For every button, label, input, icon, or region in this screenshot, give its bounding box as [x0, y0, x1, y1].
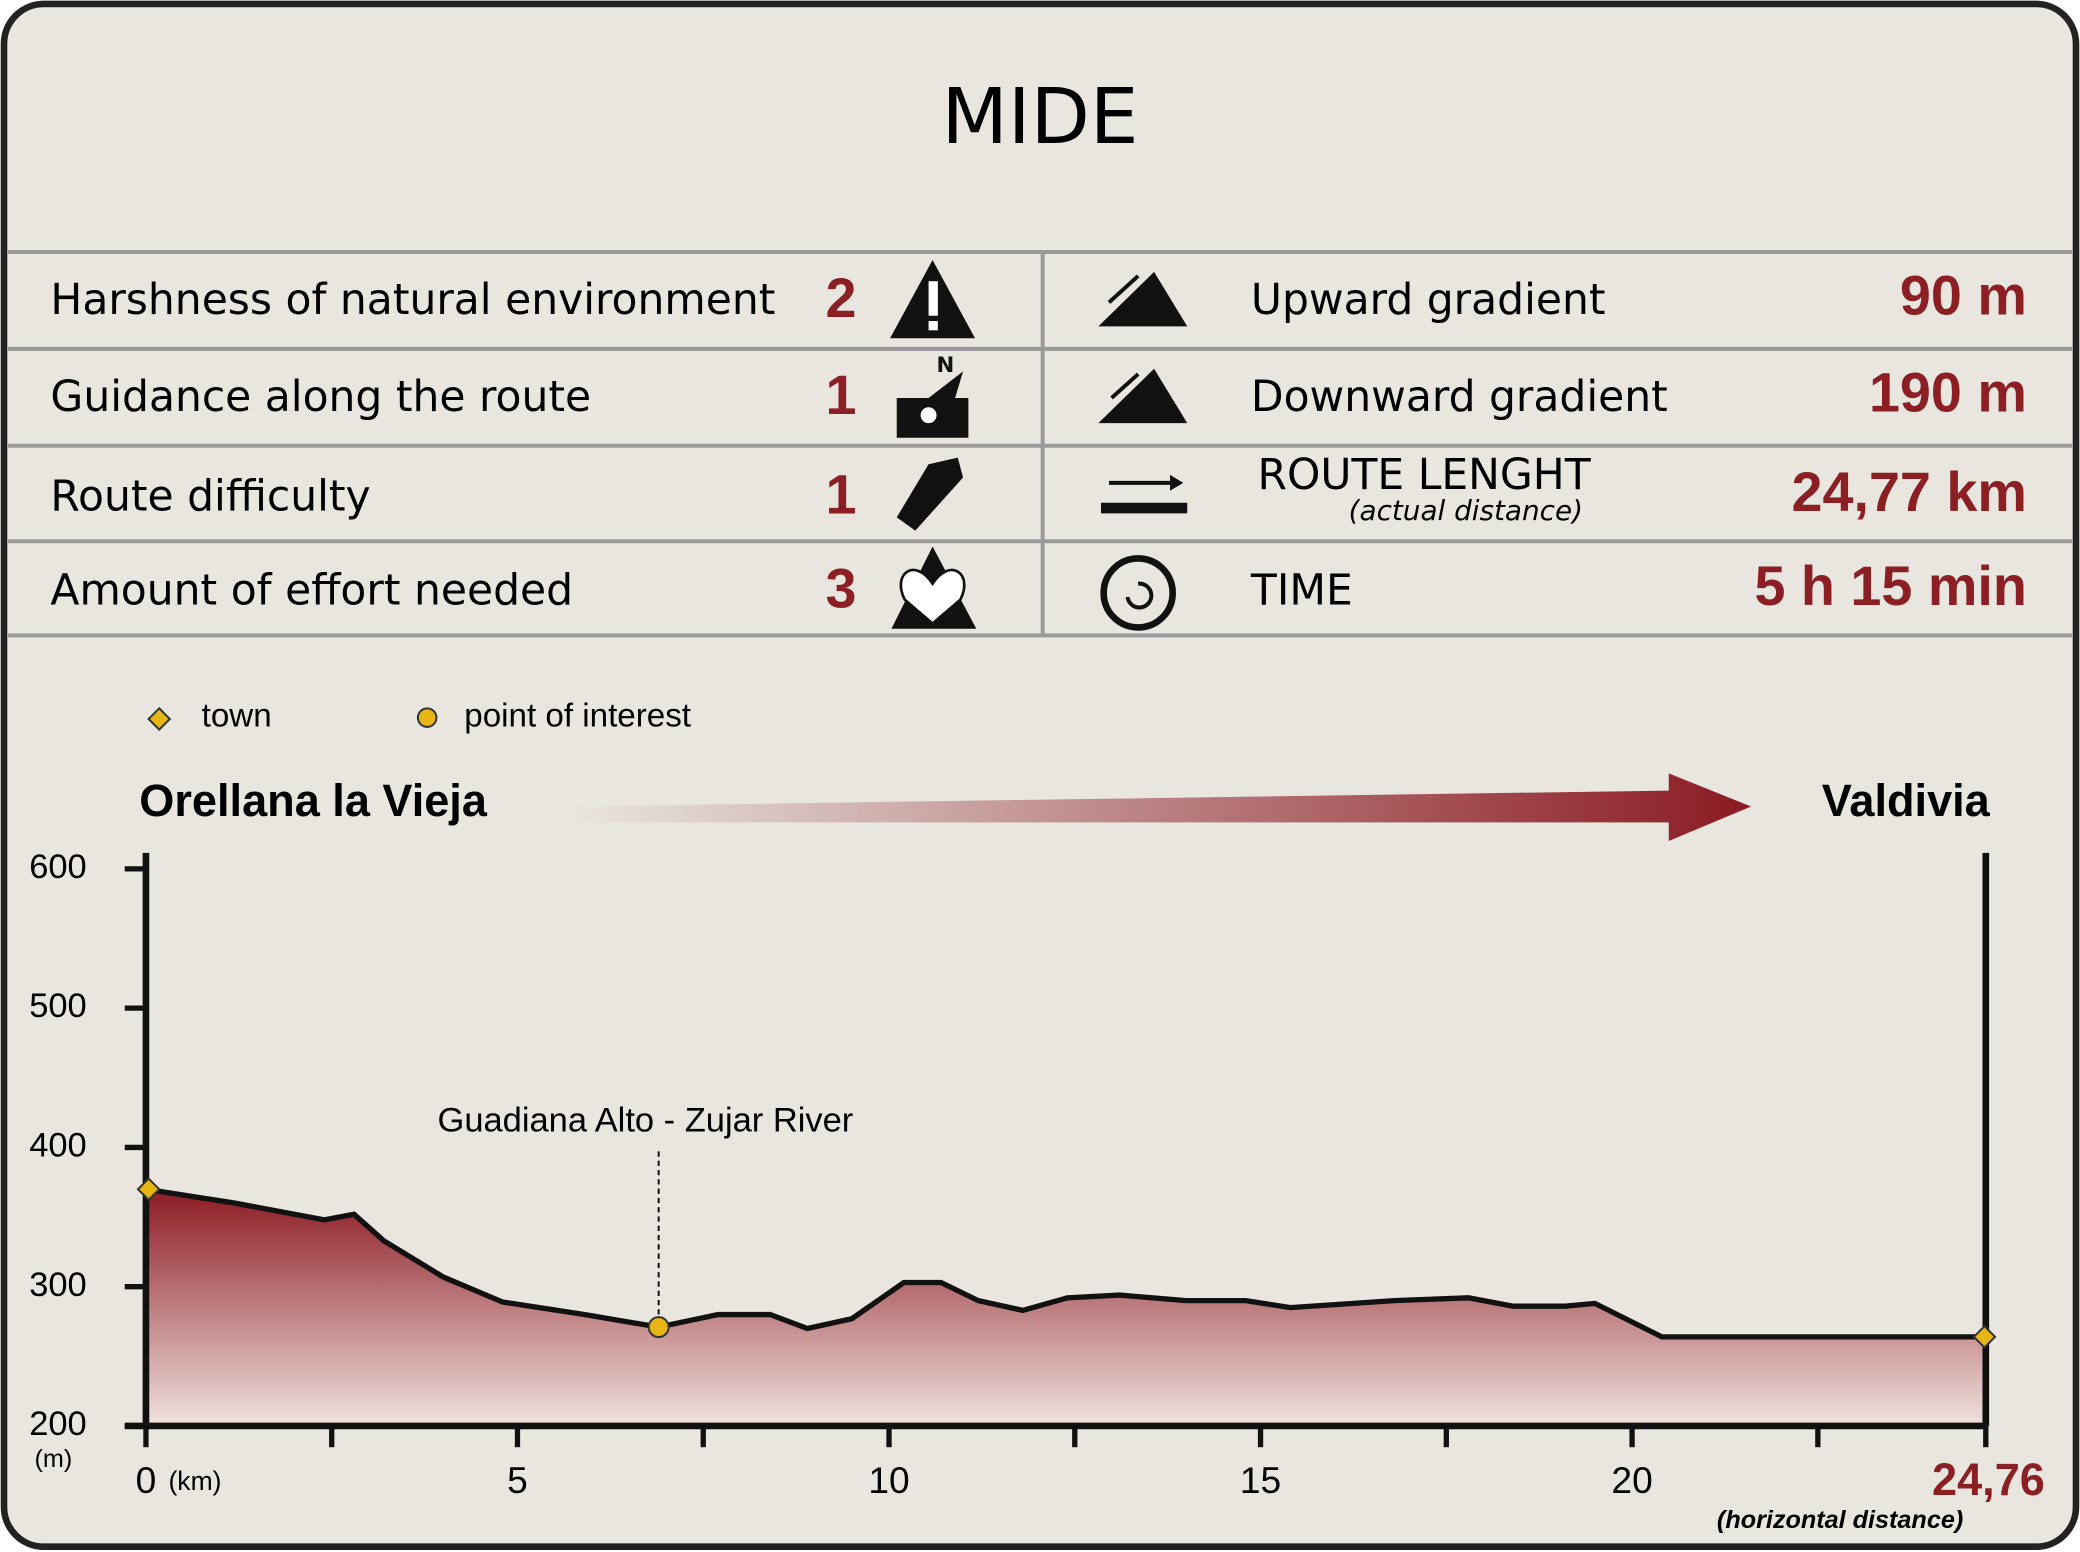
table-lines [7, 250, 2073, 638]
elevation-area [145, 1189, 1986, 1426]
x-note: (horizontal distance) [1717, 1506, 1963, 1534]
y-tick-label: 300 [29, 1266, 87, 1304]
end-label: Valdivia [1822, 775, 1991, 826]
legend-marker [147, 706, 172, 731]
info-sublabel: (actual distance) [1349, 494, 1583, 527]
y-tick-label: 400 [29, 1127, 87, 1165]
x-tick-label: 0 [136, 1459, 157, 1501]
criterion-label: Amount of effort needed [50, 566, 573, 615]
x-tick-label: 5 [507, 1459, 528, 1501]
criterion-value: 3 [826, 558, 857, 620]
criterion-value: 1 [826, 364, 857, 426]
criterion-value: 1 [826, 463, 857, 525]
x-tick-label: 24,76 [1932, 1454, 2045, 1505]
x-tick-label: 15 [1240, 1459, 1281, 1501]
info-label: TIME [1250, 566, 1353, 615]
info-value: 190 m [1869, 361, 2027, 423]
info-label: Downward gradient [1251, 373, 1668, 422]
x-tick-label: 10 [868, 1459, 909, 1501]
y-tick-label: 600 [29, 848, 87, 886]
y-tick-label: 500 [29, 987, 87, 1025]
criterion-label: Guidance along the route [50, 373, 591, 422]
x-unit: (km) [168, 1466, 221, 1496]
annotation-label: Guadiana Alto - Zujar River [438, 1101, 854, 1139]
info-value: 5 h 15 min [1754, 555, 2026, 617]
svg-text:N: N [937, 353, 955, 378]
icons: N [890, 259, 1188, 631]
info-value: 90 m [1900, 265, 2027, 327]
x-tick-label: 20 [1611, 1459, 1652, 1501]
legend-label: town [202, 697, 272, 734]
y-unit: (m) [35, 1445, 73, 1473]
start-label: Orellana la Vieja [139, 775, 488, 826]
y-tick-label: 200 [29, 1405, 87, 1443]
legend-label: point of interest [464, 697, 691, 734]
elevation-line [145, 1186, 1986, 1340]
criterion-label: Route difficulty [50, 472, 370, 521]
criterion-label: Harshness of natural environment [50, 276, 775, 325]
town-marker [136, 1177, 161, 1202]
info-value: 24,77 km [1792, 461, 2027, 523]
poi-marker [647, 1316, 670, 1339]
direction-arrow [570, 773, 1752, 841]
title: MIDE [942, 73, 1139, 162]
town-marker [1972, 1324, 1997, 1349]
info-label: ROUTE LENGHT [1258, 451, 1592, 500]
legend-marker [416, 707, 438, 728]
info-label: Upward gradient [1251, 276, 1606, 325]
criterion-value: 2 [826, 267, 857, 329]
